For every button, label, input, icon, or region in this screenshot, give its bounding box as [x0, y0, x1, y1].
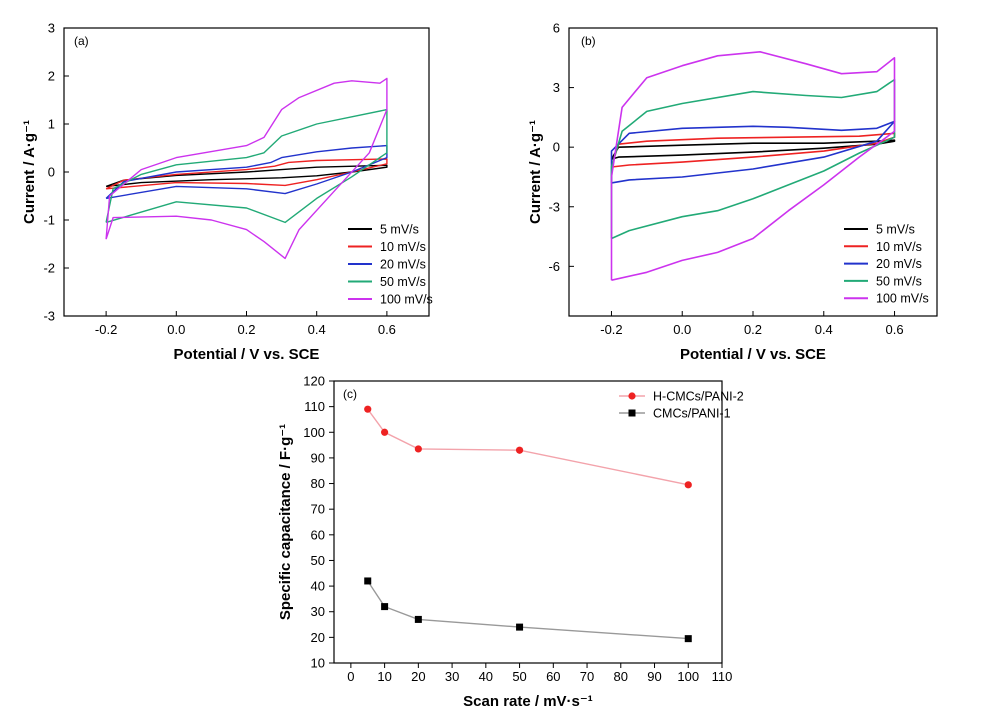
- data-point: [516, 623, 524, 631]
- data-point: [414, 615, 422, 623]
- x-tick-label: 0.4: [308, 322, 326, 337]
- plot-frame: [333, 380, 723, 664]
- series-line-4: [610, 78, 896, 240]
- legend-label: CMCs/PANI-1: [653, 407, 731, 421]
- x-tick-label: 80: [614, 669, 628, 684]
- x-tick-label: 0.2: [237, 322, 255, 337]
- x-axis-label: Potential / V vs. SCE: [174, 346, 320, 363]
- legend-marker: [628, 409, 636, 417]
- panel-label: (a): [74, 34, 89, 48]
- x-tick-label: 0: [347, 669, 354, 684]
- chart-panel-1: -0.2 0.0 0.2 0.4 0.6 -3 -2 -1 0 1 2 3 (a) Potential /…: [21, 21, 433, 364]
- series-line-4: [105, 108, 388, 224]
- x-tick-label: 20: [411, 669, 425, 684]
- y-tick-label: 70: [311, 502, 325, 517]
- y-tick-label: 50: [311, 553, 325, 568]
- x-tick-label: 60: [546, 669, 560, 684]
- legend-label: 100 mV/s: [380, 293, 433, 307]
- series-line-2: [367, 580, 689, 640]
- data-point: [414, 445, 422, 453]
- y-axis-label: Specific capacitance / F·g⁻¹: [277, 424, 294, 620]
- y-tick-label: 60: [311, 527, 325, 542]
- legend: H-CMCs/PANI-2 CMCs/PANI-1: [619, 390, 744, 421]
- plot-frame: [568, 27, 938, 317]
- legend: 5 mV/s 10 mV/s 20 mV/s 50 mV/s 100 mV/s: [348, 223, 433, 307]
- y-tick-label: 20: [311, 630, 325, 645]
- y-tick-label: 80: [311, 476, 325, 491]
- series-line-5: [105, 77, 388, 260]
- x-tick-label: 110: [712, 669, 733, 684]
- y-tick-label: -3: [43, 309, 55, 324]
- x-tick-label: 70: [580, 669, 594, 684]
- y-tick-label: 6: [553, 21, 560, 36]
- y-tick-label: 120: [303, 374, 325, 389]
- legend-label: 10 mV/s: [876, 240, 922, 254]
- data-point: [515, 446, 524, 454]
- legend-label: H-CMCs/PANI-2: [653, 390, 744, 404]
- y-tick-label: 40: [311, 579, 325, 594]
- x-tick-label: 90: [647, 669, 661, 684]
- data-point: [364, 405, 372, 413]
- series-line-2: [105, 158, 388, 190]
- legend-label: 10 mV/s: [380, 240, 426, 254]
- y-tick-label: 30: [311, 604, 325, 619]
- data-point: [364, 577, 372, 585]
- y-tick-label: -1: [43, 213, 55, 228]
- x-tick-label: 0.0: [673, 322, 691, 337]
- series-line-3: [105, 144, 388, 200]
- y-tick-label: -3: [548, 199, 560, 214]
- panel-label: (b): [581, 34, 596, 48]
- x-axis-label: Potential / V vs. SCE: [680, 346, 826, 363]
- legend-label: 100 mV/s: [876, 292, 929, 306]
- y-tick-label: 110: [304, 399, 325, 414]
- panel-label: (c): [343, 387, 357, 401]
- y-tick-label: -2: [43, 261, 55, 276]
- legend-marker: [628, 392, 636, 400]
- chart-panel-2: -0.2 0.0 0.2 0.4 0.6 -6 -3 0 3 6 (b) Potential / V …: [527, 21, 938, 363]
- x-tick-label: -0.2: [600, 322, 622, 337]
- series-line-1: [105, 164, 388, 188]
- x-tick-label: 100: [677, 669, 699, 684]
- y-tick-label: 0: [48, 165, 55, 180]
- y-tick-label: 3: [553, 80, 560, 95]
- data-point: [684, 481, 692, 489]
- y-tick-label: 100: [303, 425, 325, 440]
- x-tick-label: 30: [445, 669, 459, 684]
- x-tick-label: -0.2: [95, 322, 117, 337]
- legend-label: 50 mV/s: [876, 274, 922, 288]
- data-point: [381, 603, 389, 611]
- x-tick-label: 10: [377, 669, 391, 684]
- series-line-3: [610, 120, 896, 184]
- y-axis-label: Current / A·g⁻¹: [527, 120, 544, 224]
- y-tick-label: 10: [311, 656, 325, 671]
- x-axis-label: Scan rate / mV·s⁻¹: [463, 693, 593, 710]
- series-line-5: [610, 51, 896, 281]
- x-tick-label: 0.0: [167, 322, 185, 337]
- data-point: [684, 635, 692, 643]
- legend: 5 mV/s 10 mV/s 20 mV/s 50 mV/s 100 mV/s: [844, 223, 929, 306]
- legend-label: 20 mV/s: [380, 258, 426, 272]
- x-tick-label: 0.6: [885, 322, 903, 337]
- y-tick-label: 3: [48, 21, 55, 36]
- legend-label: 20 mV/s: [876, 257, 922, 271]
- x-tick-label: 40: [479, 669, 493, 684]
- x-tick-label: 0.2: [744, 322, 762, 337]
- y-tick-label: 2: [48, 69, 55, 84]
- data-point: [381, 428, 389, 436]
- y-axis-label: Current / A·g⁻¹: [21, 120, 38, 224]
- x-tick-label: 0.4: [815, 322, 833, 337]
- series-line-1: [610, 139, 896, 160]
- y-tick-label: 90: [311, 450, 325, 465]
- chart-panel-3: 0 10 20 30 40 50 60 70 80 90 100 110 10 20 30 40 50 60 70 8…: [277, 374, 744, 711]
- legend-label: 5 mV/s: [380, 223, 419, 237]
- x-tick-label: 50: [512, 669, 526, 684]
- y-tick-label: -6: [548, 259, 560, 274]
- y-tick-label: 1: [48, 117, 55, 132]
- y-tick-label: 0: [553, 140, 560, 155]
- legend-label: 50 mV/s: [380, 275, 426, 289]
- x-tick-label: 0.6: [378, 322, 396, 337]
- legend-label: 5 mV/s: [876, 223, 915, 237]
